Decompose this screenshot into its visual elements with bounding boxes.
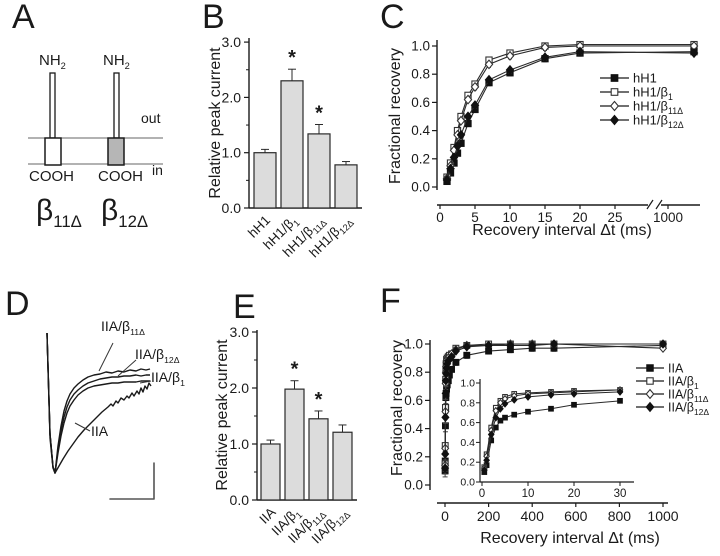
- svg-text:0.2: 0.2: [404, 449, 423, 464]
- bar-2: [307, 133, 331, 209]
- svg-text:0.8: 0.8: [460, 397, 475, 409]
- svg-text:0.2: 0.2: [460, 457, 475, 469]
- svg-text:0: 0: [441, 508, 449, 524]
- svg-text:IIA/β12Δ: IIA/β12Δ: [668, 401, 709, 417]
- svg-text:0.8: 0.8: [411, 67, 430, 82]
- c-y-axis-title: Fractional recovery: [387, 47, 404, 185]
- panel-a-letter: A: [12, 0, 35, 36]
- current-trace-3: [46, 332, 152, 474]
- b-y-axis-title: Relative peak current: [207, 47, 224, 199]
- svg-text:hH1/β12Δ: hH1/β12Δ: [306, 213, 356, 263]
- bar-3: [332, 431, 353, 501]
- svg-text:*: *: [291, 359, 299, 381]
- bar-2: [308, 418, 329, 501]
- svg-text:15: 15: [537, 210, 552, 225]
- svg-text:0.0: 0.0: [222, 200, 242, 216]
- nh2-label-left: NH2: [39, 52, 66, 71]
- bar-1: [284, 388, 305, 501]
- svg-text:0.8: 0.8: [404, 365, 423, 380]
- svg-text:10: 10: [502, 210, 517, 225]
- svg-text:IIA: IIA: [668, 362, 684, 376]
- svg-text:0.2: 0.2: [411, 151, 430, 166]
- svg-text:400: 400: [521, 508, 545, 524]
- panel-c-chart: 0.00.20.40.60.81.00 5 10 15 20 25 1000hH1hH1/β…: [411, 39, 700, 225]
- cooh-label-left: COOH: [29, 168, 74, 185]
- construct-beta11-label: β11Δ: [36, 194, 82, 231]
- bar-0: [253, 152, 277, 209]
- svg-text:200: 200: [477, 508, 501, 524]
- svg-text:IIA/β1: IIA/β1: [668, 375, 699, 391]
- svg-text:1.0: 1.0: [460, 378, 475, 390]
- out-label: out: [141, 110, 161, 126]
- svg-text:0.6: 0.6: [460, 417, 475, 429]
- svg-text:1.0: 1.0: [404, 337, 423, 352]
- svg-text:3.0: 3.0: [222, 34, 242, 50]
- svg-text:0.0: 0.0: [230, 492, 250, 508]
- svg-text:0: 0: [436, 210, 444, 225]
- svg-text:10: 10: [522, 488, 535, 500]
- panel-f-letter: F: [380, 282, 401, 320]
- bar-0: [260, 443, 281, 501]
- bar-1: [280, 80, 304, 209]
- svg-text:1000: 1000: [653, 210, 683, 225]
- svg-text:25: 25: [607, 210, 622, 225]
- svg-text:0.6: 0.6: [411, 95, 430, 110]
- panel-d-traces: [46, 332, 155, 500]
- nh2-label-right: NH2: [103, 52, 130, 71]
- svg-text:IIA/β11Δ: IIA/β11Δ: [668, 388, 709, 404]
- trace-label-iia-b1: IIA/β1: [151, 369, 185, 388]
- panel-b-letter: B: [202, 0, 225, 36]
- panel-a-graphics: [28, 72, 163, 166]
- svg-text:hH1/β11Δ: hH1/β11Δ: [633, 99, 683, 116]
- svg-text:1000: 1000: [647, 508, 678, 524]
- f-y-axis-title: Fractional recovery: [389, 339, 406, 477]
- svg-text:0.4: 0.4: [411, 123, 430, 138]
- panel-d-letter: D: [5, 285, 30, 323]
- svg-text:0.0: 0.0: [411, 180, 430, 195]
- svg-text:2.0: 2.0: [230, 380, 250, 396]
- svg-text:hH1: hH1: [633, 71, 657, 86]
- svg-text:1.0: 1.0: [222, 145, 242, 161]
- panel-c-letter: C: [380, 0, 405, 36]
- svg-text:2.0: 2.0: [222, 89, 242, 105]
- panel-f-chart: 0.00.20.40.60.81.00 200 400 600 800 10000.00.…: [404, 337, 709, 525]
- svg-text:0.0: 0.0: [460, 477, 475, 489]
- bar-3: [334, 164, 358, 209]
- svg-text:1.0: 1.0: [230, 436, 250, 452]
- svg-text:*: *: [288, 47, 296, 69]
- svg-text:800: 800: [608, 508, 632, 524]
- svg-text:20: 20: [572, 210, 587, 225]
- cooh-label-right: COOH: [98, 168, 143, 185]
- trace-label-iia-b11: IIA/β11Δ: [101, 318, 145, 337]
- svg-text:20: 20: [568, 488, 581, 500]
- svg-text:3.0: 3.0: [230, 324, 250, 340]
- svg-text:1.0: 1.0: [411, 39, 430, 54]
- svg-text:hH1/β12Δ: hH1/β12Δ: [633, 113, 684, 130]
- svg-text:0.0: 0.0: [404, 478, 423, 493]
- svg-text:0.4: 0.4: [404, 421, 423, 436]
- svg-text:*: *: [315, 389, 323, 411]
- current-trace-2: [46, 332, 150, 474]
- f-x-axis-title: Recovery interval Δt (ms): [480, 530, 660, 547]
- svg-text:5: 5: [471, 210, 479, 225]
- panel-e-letter: E: [233, 288, 256, 326]
- svg-text:0.6: 0.6: [404, 393, 423, 408]
- svg-text:600: 600: [564, 508, 588, 524]
- svg-text:hH1/β1: hH1/β1: [633, 85, 673, 102]
- trace-label-iia-b12: IIA/β12Δ: [135, 346, 180, 365]
- svg-text:0: 0: [479, 488, 485, 500]
- svg-text:30: 30: [614, 488, 627, 500]
- svg-text:*: *: [315, 102, 323, 124]
- c-x-axis-title: Recovery interval Δt (ms): [472, 222, 652, 239]
- e-y-axis-title: Relative peak current: [214, 339, 231, 491]
- svg-text:0.4: 0.4: [460, 437, 475, 449]
- construct-beta12-label: β12Δ: [101, 194, 149, 231]
- trace-label-iia: IIA: [91, 423, 109, 439]
- in-label: in: [152, 162, 163, 178]
